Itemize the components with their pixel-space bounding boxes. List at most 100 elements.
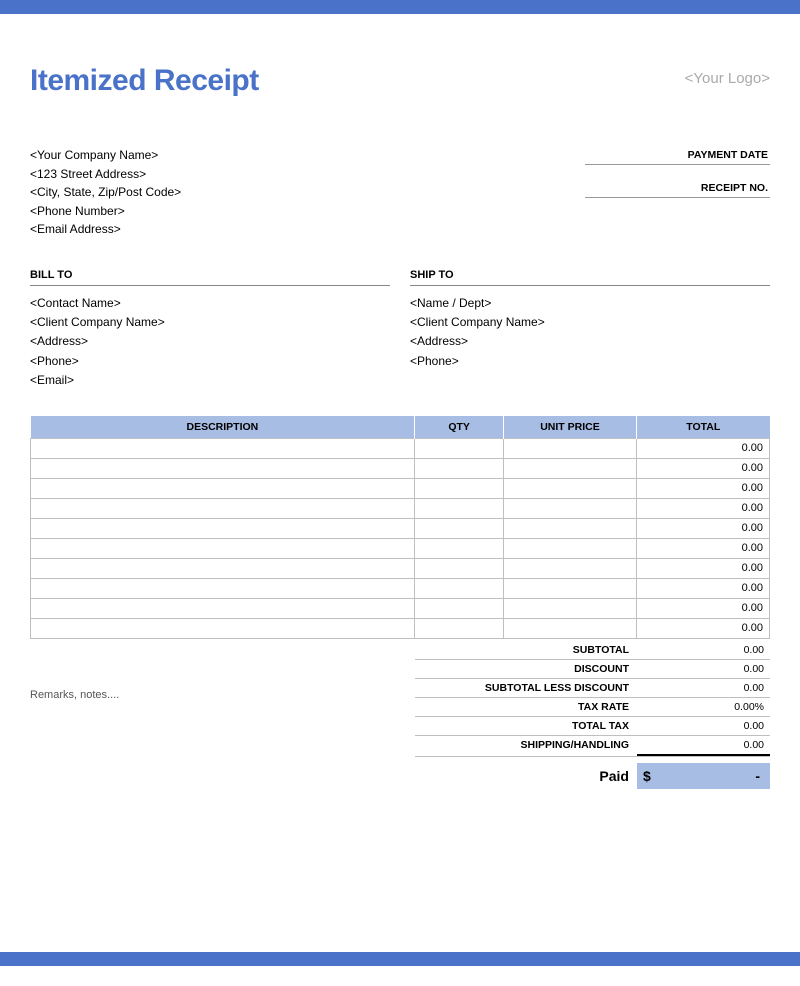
col-unit-price: UNIT PRICE bbox=[503, 416, 636, 439]
cell-unit_price bbox=[503, 618, 636, 638]
payment-date-label: PAYMENT DATE bbox=[585, 146, 770, 165]
col-qty: QTY bbox=[415, 416, 504, 439]
cell-total: 0.00 bbox=[636, 498, 769, 518]
cell-unit_price bbox=[503, 458, 636, 478]
cell-description bbox=[31, 458, 415, 478]
paid-currency: $ bbox=[637, 763, 661, 789]
cell-description bbox=[31, 478, 415, 498]
bill-to-email: <Email> bbox=[30, 371, 390, 390]
table-row: 0.00 bbox=[31, 538, 770, 558]
paid-value: - bbox=[661, 763, 770, 789]
meta-info: PAYMENT DATE RECEIPT NO. bbox=[585, 146, 770, 239]
cell-qty bbox=[415, 578, 504, 598]
cell-qty bbox=[415, 538, 504, 558]
cell-unit_price bbox=[503, 478, 636, 498]
shipping-value: 0.00 bbox=[637, 736, 770, 756]
cell-qty bbox=[415, 458, 504, 478]
cell-qty bbox=[415, 618, 504, 638]
paid-row: Paid $ - bbox=[415, 763, 770, 789]
cell-description bbox=[31, 598, 415, 618]
ship-to-label: SHIP TO bbox=[410, 269, 770, 286]
subtotal-label: SUBTOTAL bbox=[415, 641, 637, 659]
company-info: <Your Company Name> <123 Street Address>… bbox=[30, 146, 181, 239]
receipt-no-label: RECEIPT NO. bbox=[585, 179, 770, 198]
cell-qty bbox=[415, 518, 504, 538]
summary-subtotal-less: SUBTOTAL LESS DISCOUNT 0.00 bbox=[415, 679, 770, 698]
top-accent-bar bbox=[0, 0, 800, 14]
cell-qty bbox=[415, 478, 504, 498]
table-row: 0.00 bbox=[31, 518, 770, 538]
cell-qty bbox=[415, 498, 504, 518]
shipping-label: SHIPPING/HANDLING bbox=[415, 736, 637, 756]
table-row: 0.00 bbox=[31, 598, 770, 618]
company-name: <Your Company Name> bbox=[30, 146, 181, 165]
summary-discount: DISCOUNT 0.00 bbox=[415, 660, 770, 679]
cell-unit_price bbox=[503, 438, 636, 458]
cell-total: 0.00 bbox=[636, 538, 769, 558]
tax-rate-value: 0.00% bbox=[637, 698, 770, 716]
table-row: 0.00 bbox=[31, 558, 770, 578]
table-row: 0.00 bbox=[31, 578, 770, 598]
company-phone: <Phone Number> bbox=[30, 202, 181, 221]
company-street: <123 Street Address> bbox=[30, 165, 181, 184]
cell-total: 0.00 bbox=[636, 578, 769, 598]
company-and-meta-row: <Your Company Name> <123 Street Address>… bbox=[30, 146, 770, 239]
cell-description bbox=[31, 498, 415, 518]
header-row: Itemized Receipt <Your Logo> bbox=[30, 64, 770, 98]
cell-unit_price bbox=[503, 578, 636, 598]
company-city: <City, State, Zip/Post Code> bbox=[30, 183, 181, 202]
table-row: 0.00 bbox=[31, 618, 770, 638]
bill-to-address: <Address> bbox=[30, 332, 390, 351]
bill-to-label: BILL TO bbox=[30, 269, 390, 286]
bill-to-phone: <Phone> bbox=[30, 352, 390, 371]
items-tbody: 0.000.000.000.000.000.000.000.000.000.00 bbox=[31, 438, 770, 638]
summary-total-tax: TOTAL TAX 0.00 bbox=[415, 717, 770, 736]
table-row: 0.00 bbox=[31, 458, 770, 478]
ship-to-contact: <Name / Dept> bbox=[410, 294, 770, 313]
cell-description bbox=[31, 438, 415, 458]
subtotal-less-label: SUBTOTAL LESS DISCOUNT bbox=[415, 679, 637, 697]
bottom-accent-bar bbox=[0, 952, 800, 966]
cell-total: 0.00 bbox=[636, 558, 769, 578]
cell-total: 0.00 bbox=[636, 458, 769, 478]
table-row: 0.00 bbox=[31, 438, 770, 458]
logo-placeholder: <Your Logo> bbox=[685, 64, 770, 87]
cell-description bbox=[31, 518, 415, 538]
cell-description bbox=[31, 558, 415, 578]
cell-unit_price bbox=[503, 498, 636, 518]
cell-description bbox=[31, 618, 415, 638]
table-row: 0.00 bbox=[31, 498, 770, 518]
total-tax-label: TOTAL TAX bbox=[415, 717, 637, 735]
col-description: DESCRIPTION bbox=[31, 416, 415, 439]
document-title: Itemized Receipt bbox=[30, 64, 259, 98]
summary-subtotal: SUBTOTAL 0.00 bbox=[415, 641, 770, 660]
cell-total: 0.00 bbox=[636, 518, 769, 538]
summary-tax-rate: TAX RATE 0.00% bbox=[415, 698, 770, 717]
cell-qty bbox=[415, 438, 504, 458]
table-row: 0.00 bbox=[31, 478, 770, 498]
cell-qty bbox=[415, 558, 504, 578]
bill-to-block: BILL TO <Contact Name> <Client Company N… bbox=[30, 269, 410, 390]
cell-total: 0.00 bbox=[636, 618, 769, 638]
bill-to-company: <Client Company Name> bbox=[30, 313, 390, 332]
cell-total: 0.00 bbox=[636, 438, 769, 458]
paid-label: Paid bbox=[415, 763, 637, 789]
bill-to-contact: <Contact Name> bbox=[30, 294, 390, 313]
subtotal-value: 0.00 bbox=[637, 641, 770, 659]
subtotal-less-value: 0.00 bbox=[637, 679, 770, 697]
company-email: <Email Address> bbox=[30, 220, 181, 239]
below-table-row: Remarks, notes.... SUBTOTAL 0.00 DISCOUN… bbox=[30, 641, 770, 789]
cell-unit_price bbox=[503, 598, 636, 618]
discount-value: 0.00 bbox=[637, 660, 770, 678]
cell-unit_price bbox=[503, 538, 636, 558]
receipt-body: Itemized Receipt <Your Logo> <Your Compa… bbox=[0, 14, 800, 789]
remarks: Remarks, notes.... bbox=[30, 641, 415, 789]
summary-shipping: SHIPPING/HANDLING 0.00 bbox=[415, 736, 770, 757]
ship-to-company: <Client Company Name> bbox=[410, 313, 770, 332]
ship-to-block: SHIP TO <Name / Dept> <Client Company Na… bbox=[410, 269, 770, 390]
col-total: TOTAL bbox=[636, 416, 769, 439]
ship-to-address: <Address> bbox=[410, 332, 770, 351]
tax-rate-label: TAX RATE bbox=[415, 698, 637, 716]
cell-unit_price bbox=[503, 558, 636, 578]
items-table: DESCRIPTION QTY UNIT PRICE TOTAL 0.000.0… bbox=[30, 416, 770, 639]
